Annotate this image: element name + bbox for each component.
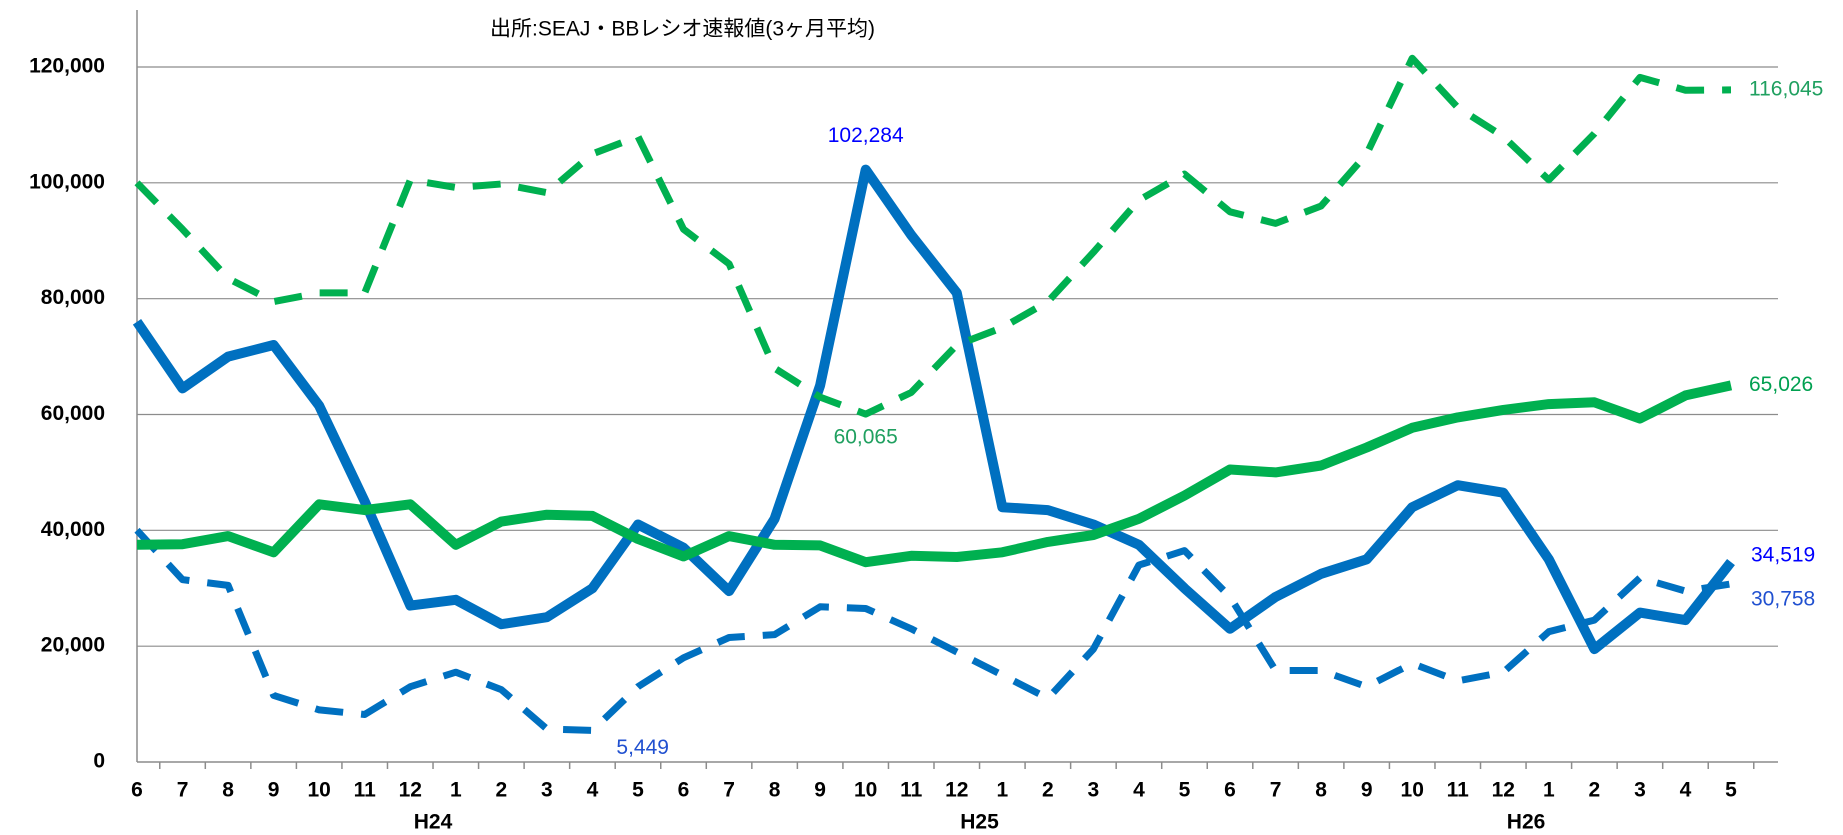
y-tick-label: 100,000	[29, 170, 105, 193]
x-tick-label: 6	[131, 779, 143, 802]
x-tick-label: 7	[723, 779, 735, 802]
x-group-label: H25	[960, 811, 999, 834]
x-tick-label: 12	[1492, 779, 1515, 802]
x-tick-label: 5	[632, 779, 644, 802]
x-tick-label: 11	[354, 779, 377, 802]
x-tick-label: 11	[900, 779, 923, 802]
data-label: 60,065	[834, 426, 898, 449]
data-label: 30,758	[1751, 587, 1815, 610]
data-label: 102,284	[828, 124, 904, 147]
x-tick-label: 5	[1179, 779, 1191, 802]
x-tick-label: 8	[222, 779, 234, 802]
x-tick-label: 4	[1133, 779, 1145, 802]
x-tick-label: 3	[1088, 779, 1100, 802]
x-tick-label: 3	[541, 779, 553, 802]
x-tick-label: 12	[945, 779, 968, 802]
x-tick-label: 7	[1270, 779, 1282, 802]
x-tick-label: 8	[1315, 779, 1327, 802]
x-tick-label: 10	[307, 779, 330, 802]
x-tick-label: 1	[996, 779, 1008, 802]
y-tick-label: 20,000	[41, 634, 105, 657]
x-tick-label: 11	[1447, 779, 1470, 802]
chart-subtitle: 出所:SEAJ・BBレシオ速報値(3ヶ月平均)	[490, 18, 875, 41]
x-tick-label: 10	[1401, 779, 1424, 802]
x-tick-label: 6	[1224, 779, 1236, 802]
x-tick-label: 3	[1634, 779, 1646, 802]
dashed-line	[134, 527, 1732, 734]
x-tick-label: 8	[769, 779, 781, 802]
x-tick-label: 10	[854, 779, 877, 802]
x-tick-label: 4	[1680, 779, 1692, 802]
x-tick-label: 9	[1361, 779, 1373, 802]
x-tick-label: 5	[1725, 779, 1737, 802]
solid-line	[136, 380, 1733, 568]
x-group-label: H26	[1507, 811, 1546, 834]
y-tick-label: 120,000	[29, 55, 105, 78]
x-tick-label: 1	[450, 779, 462, 802]
x-tick-label: 2	[1589, 779, 1601, 802]
x-tick-label: 6	[678, 779, 690, 802]
solid-line	[132, 164, 1735, 655]
y-tick-label: 40,000	[41, 518, 105, 541]
y-tick-label: 80,000	[41, 286, 105, 309]
y-tick-label: 0	[93, 750, 105, 773]
x-tick-label: 7	[177, 779, 189, 802]
x-tick-label: 1	[1543, 779, 1555, 802]
data-label: 65,026	[1749, 373, 1813, 396]
x-tick-label: 2	[495, 779, 507, 802]
x-group-label: H24	[414, 811, 453, 834]
x-tick-label: 9	[814, 779, 826, 802]
data-label: 116,045	[1749, 77, 1823, 100]
x-tick-label: 12	[399, 779, 422, 802]
x-tick-label: 9	[268, 779, 280, 802]
dashed-line	[134, 54, 1732, 418]
data-label: 34,519	[1751, 544, 1815, 567]
data-label: 5,449	[616, 736, 669, 759]
y-tick-label: 60,000	[41, 402, 105, 425]
x-tick-label: 2	[1042, 779, 1054, 802]
x-tick-label: 4	[587, 779, 599, 802]
